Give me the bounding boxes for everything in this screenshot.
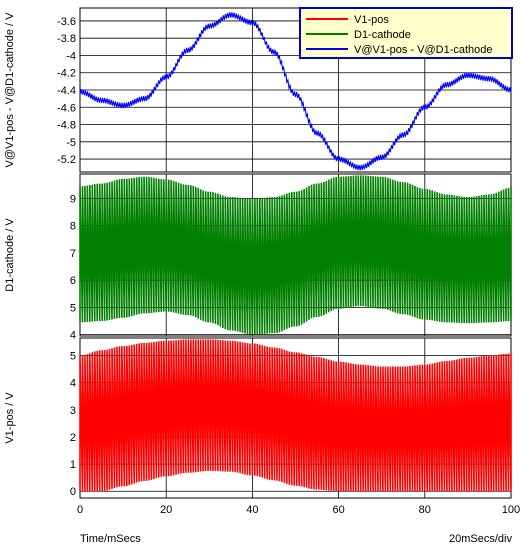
panel-differential-voltage: -5.2 -5 -4.8 -4.6 -4.4 -4.2 -4 -3.8 -3.6 V@V1-pos… <box>4 7 512 173</box>
x-tick-label: 60 <box>332 504 344 516</box>
legend-entry-label: V1-pos <box>354 14 389 26</box>
y-tick-label: -4.2 <box>57 68 76 80</box>
series-v1-pos <box>79 339 512 492</box>
y-tick-label: 4 <box>70 378 76 390</box>
y-tick-label: 5 <box>70 302 76 314</box>
series-d1-cathode <box>79 175 512 335</box>
y-tick-label: -5.2 <box>57 154 76 166</box>
x-tick-label: 100 <box>502 504 520 516</box>
y-axis-label: D1-cathode / V <box>4 218 16 292</box>
y-tick-label: 8 <box>70 221 76 233</box>
series-differential-voltage <box>79 12 512 171</box>
panel-d1-cathode: 4 5 6 7 8 9 D1-cathode / V <box>4 173 512 342</box>
y-tick-label: 7 <box>70 248 76 260</box>
x-tick-label: 80 <box>419 504 431 516</box>
y-tick-label: -3.6 <box>57 16 76 28</box>
legend-entry-label: V@V1-pos - V@D1-cathode <box>354 44 493 56</box>
y-tick-label: 2 <box>70 432 76 444</box>
scale-label: 20mSecs/div <box>449 533 512 545</box>
y-tick-label: -4 <box>66 50 76 62</box>
y-tick-label: -3.8 <box>57 33 76 45</box>
y-tick-label: 9 <box>70 194 76 206</box>
y-axis-label: V1-pos / V <box>4 392 16 444</box>
y-tick-label: -4.8 <box>57 120 76 132</box>
y-tick-label: 4 <box>70 330 76 342</box>
y-tick-label: -4.4 <box>57 85 76 97</box>
y-tick-label: 6 <box>70 275 76 287</box>
y-tick-label: -5 <box>66 137 76 149</box>
panel-v1-pos: 0 1 2 3 4 5 V1-pos / V 0 20 40 60 80 100 <box>4 337 520 516</box>
x-axis-label: Time/mSecs <box>80 533 141 545</box>
y-tick-label: 0 <box>70 486 76 498</box>
y-tick-label: 3 <box>70 405 76 417</box>
chart-legend: V1-pos D1-cathode V@V1-pos - V@D1-cathode <box>299 7 513 59</box>
legend-entry-label: D1-cathode <box>354 29 411 41</box>
y-axis-label: V@V1-pos - V@D1-cathode / V <box>4 12 16 168</box>
y-tick-label: -4.6 <box>57 102 76 114</box>
x-tick-label: 0 <box>77 504 83 516</box>
y-tick-label: 5 <box>70 351 76 363</box>
x-tick-label: 20 <box>160 504 172 516</box>
x-tick-label: 40 <box>246 504 258 516</box>
y-tick-label: 1 <box>70 459 76 471</box>
